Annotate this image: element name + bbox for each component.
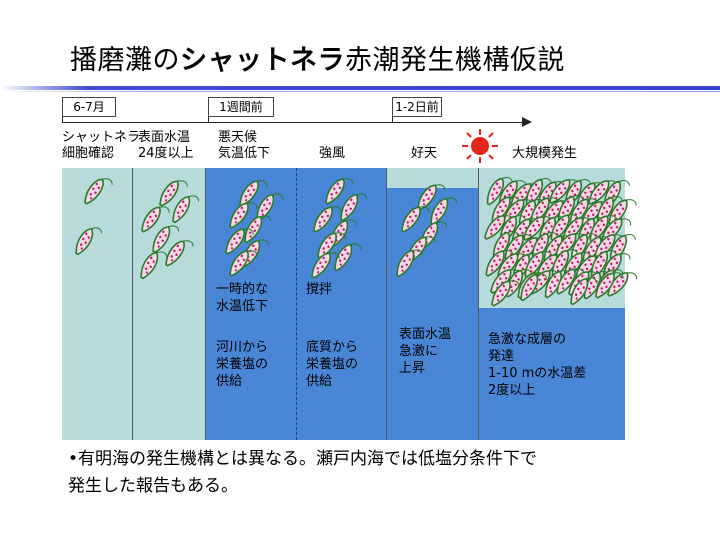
panel-fair-weather-surface	[387, 168, 478, 188]
stage-label-fair-weather: 好天	[411, 146, 438, 161]
stage-label-large-bloom: 大規模発生	[512, 146, 578, 161]
text-surface-rise: 表面水温 急激に 上昇	[399, 327, 452, 376]
timeline-tick	[62, 116, 63, 123]
panel-bad-weather	[206, 168, 296, 440]
timeline-arrow-icon	[522, 117, 532, 127]
chattonella-cell-icon	[136, 245, 169, 285]
panel-cells-confirmed	[62, 168, 132, 440]
stage-label-surface-temp: 表面水温 24度以上	[138, 130, 194, 161]
text-sediment-nutrients: 底質から 栄養塩の 供給	[306, 340, 359, 389]
timeline-label-6-7: 6-7月	[62, 97, 116, 117]
timeline-label-1-2days: 1-2日前	[392, 97, 442, 117]
panel-divider	[205, 168, 206, 440]
panel-divider	[132, 168, 133, 440]
panel-divider	[296, 168, 297, 440]
panel-divider	[386, 168, 387, 440]
text-temp-drop: 一時的な 水温低下	[216, 282, 269, 314]
chattonella-cell-icon	[71, 221, 104, 261]
timeline-label-1week: 1週間前	[208, 97, 274, 117]
text-mixing: 撹拌	[306, 282, 333, 297]
sun-icon	[462, 129, 498, 163]
text-stratification: 急激な成層の 発達 1-10 mの水温差 2度以上	[488, 332, 587, 398]
chattonella-cell-icon	[80, 172, 115, 211]
stage-label-cells-confirmed: シャットネラ 細胞確認	[62, 130, 141, 161]
panel-divider	[478, 168, 479, 440]
timeline-axis	[62, 122, 524, 123]
stage-label-bad-weather: 悪天候 気温低下	[218, 130, 271, 161]
stage-label-strong-wind: 強風	[319, 146, 346, 161]
panel-surface-temp	[133, 168, 205, 440]
footnote: •有明海の発生機構とは異なる。瀬戸内海では低塩分条件下で 発生した報告もある。	[68, 449, 538, 496]
page-title: 播磨灘のシャットネラ赤潮発生機構仮説	[70, 45, 565, 76]
text-river-nutrients: 河川から 栄養塩の 供給	[216, 340, 269, 389]
timeline-tick	[208, 116, 209, 123]
chattonella-cell-icon	[392, 243, 425, 283]
title-rule	[0, 86, 720, 90]
timeline-tick	[392, 116, 393, 123]
title-rule-thin	[0, 91, 720, 92]
